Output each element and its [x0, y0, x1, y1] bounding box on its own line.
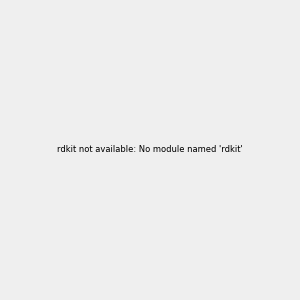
Text: rdkit not available: No module named 'rdkit': rdkit not available: No module named 'rd…: [57, 146, 243, 154]
